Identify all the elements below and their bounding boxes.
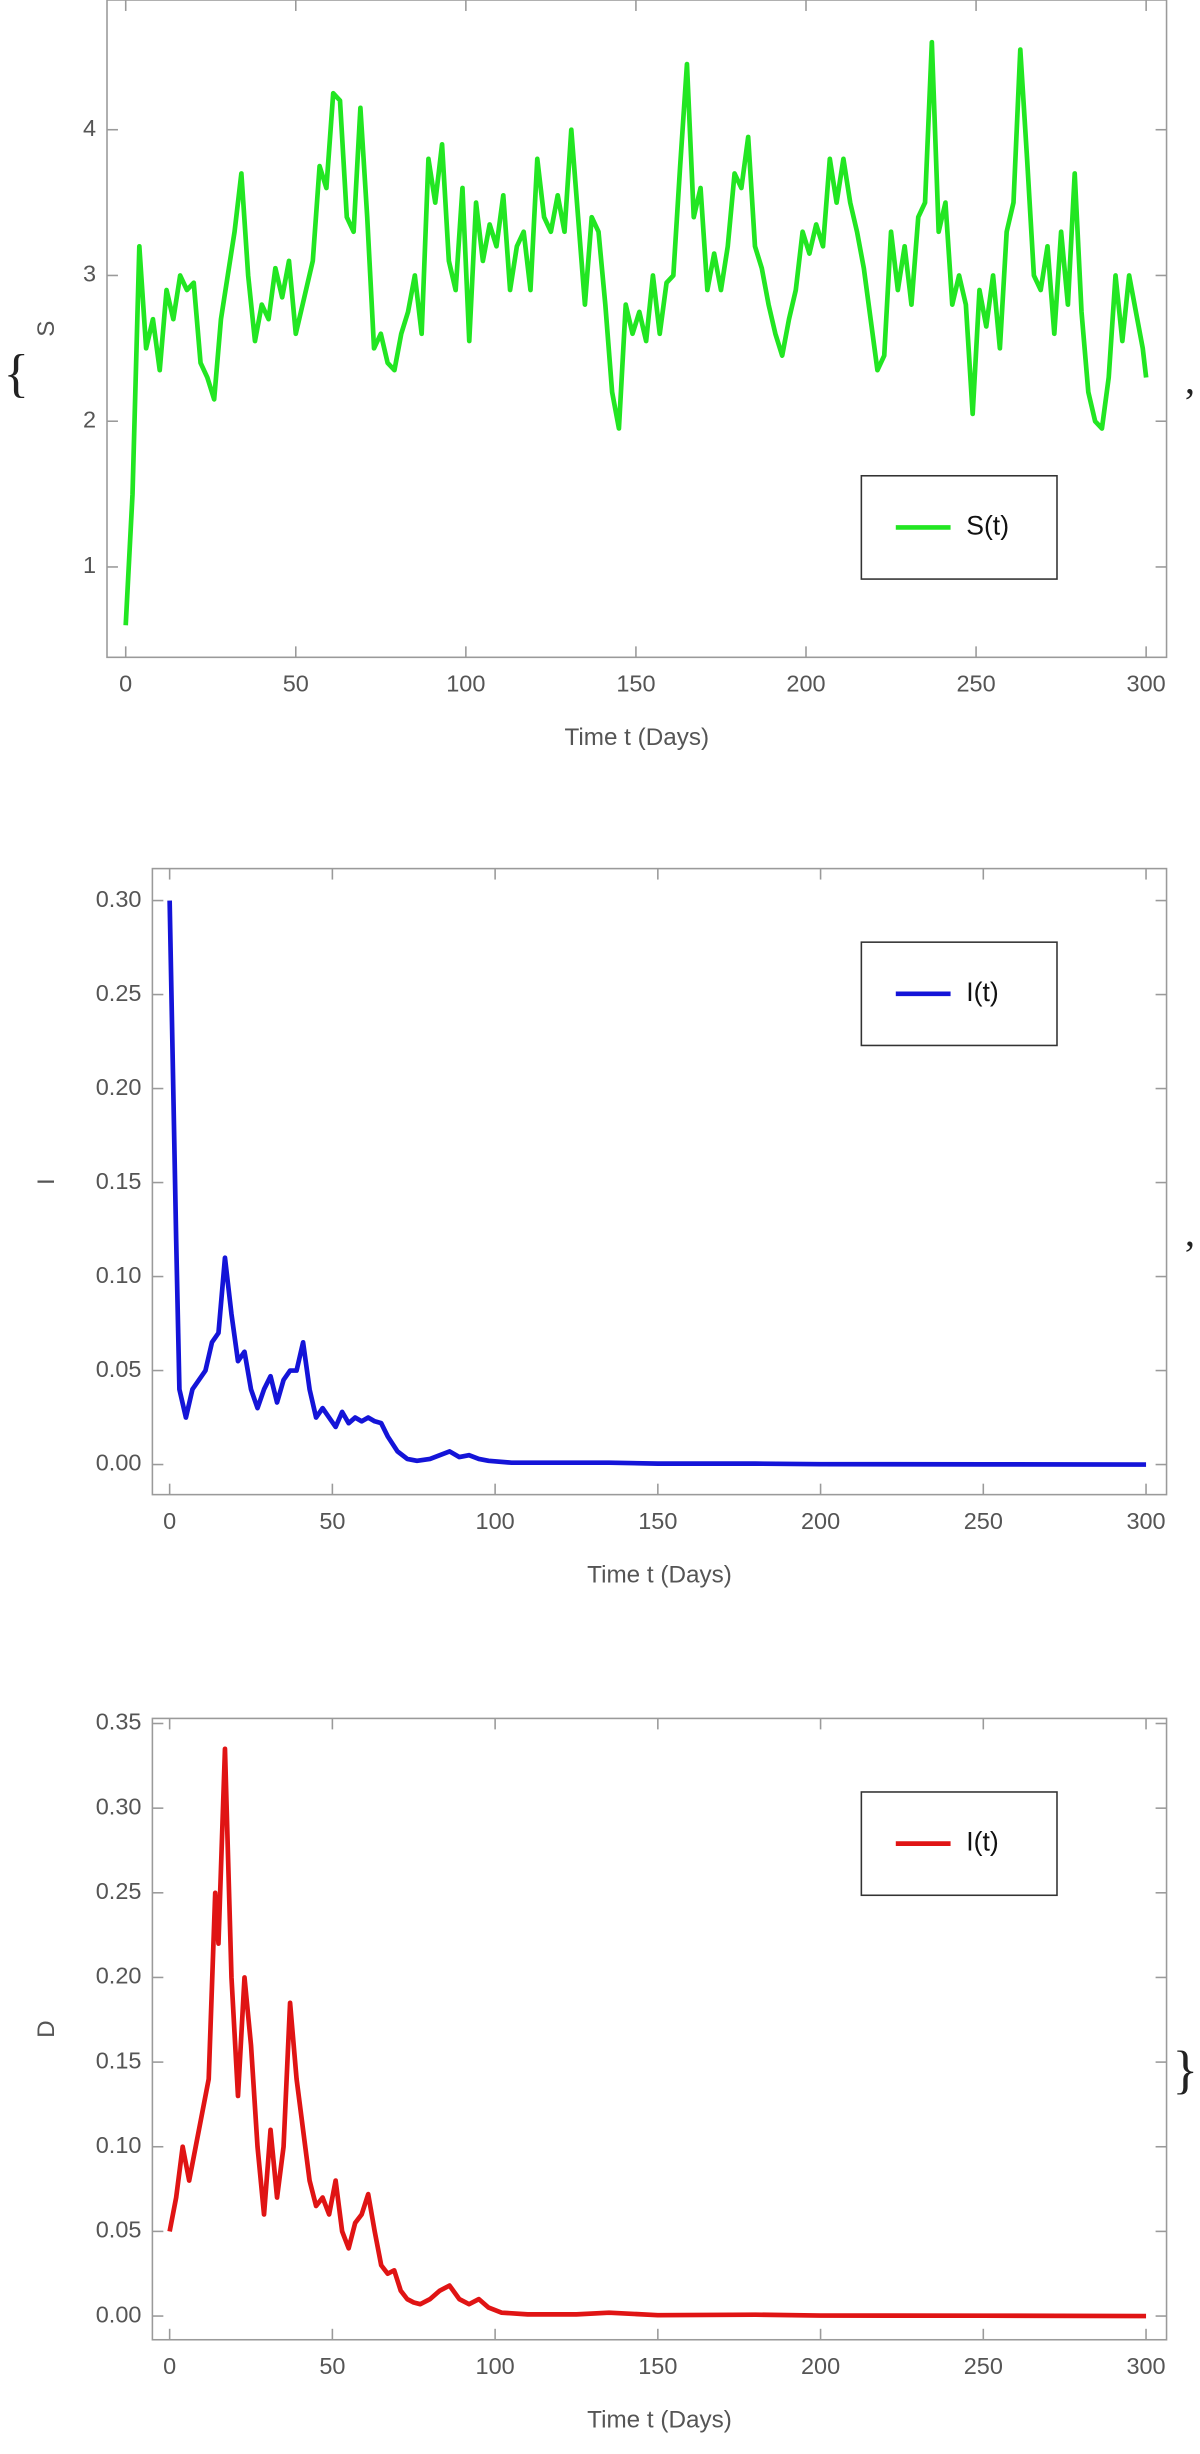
- y-tick-label: 0.10: [96, 1262, 142, 1288]
- y-tick-label: 0.30: [96, 886, 142, 912]
- y-tick-label: 0.15: [96, 2047, 142, 2073]
- x-tick-label: 250: [956, 671, 995, 697]
- y-tick-label: 0.25: [96, 1878, 142, 1904]
- y-axis-label: D: [33, 2020, 60, 2038]
- y-axis-label: S: [33, 321, 60, 337]
- brace-open: {: [3, 344, 29, 403]
- y-tick-label: 0.35: [96, 1709, 142, 1735]
- data-line: [167, 900, 1147, 1467]
- y-tick-label: 0.05: [96, 1356, 142, 1382]
- x-tick-label: 250: [964, 2353, 1003, 2379]
- y-tick-label: 0.00: [96, 2301, 142, 2327]
- x-tick-label: 100: [476, 2353, 515, 2379]
- y-tick-label: 4: [83, 115, 96, 141]
- y-tick-label: 0.10: [96, 2132, 142, 2158]
- x-tick-label: 200: [786, 671, 825, 697]
- x-tick-label: 50: [319, 1508, 345, 1534]
- plot-frame: [151, 867, 1168, 1496]
- x-tick-label: 150: [638, 2353, 677, 2379]
- y-tick-label: 0.20: [96, 1963, 142, 1989]
- x-tick-label: 300: [1127, 671, 1166, 697]
- x-tick-label: 50: [283, 671, 309, 697]
- y-tick-label: 0.25: [96, 980, 142, 1006]
- legend-box: [860, 1791, 1058, 1897]
- y-tick-label: 0.30: [96, 1793, 142, 1819]
- separator: ,: [1185, 357, 1195, 402]
- y-tick-label: 1: [83, 552, 96, 578]
- plot-frame: [151, 1717, 1168, 2341]
- y-axis-label: I: [33, 1178, 60, 1185]
- y-tick-label: 0.20: [96, 1074, 142, 1100]
- x-axis-label: Time t (Days): [587, 1561, 732, 1588]
- x-tick-label: 0: [163, 1508, 176, 1534]
- separator: ,: [1185, 1210, 1195, 1255]
- plot-frame: [106, 0, 1168, 659]
- x-tick-label: 150: [638, 1508, 677, 1534]
- x-tick-label: 250: [964, 1508, 1003, 1534]
- legend-label: S(t): [966, 510, 1009, 540]
- y-tick-label: 0.00: [96, 1450, 142, 1476]
- x-tick-label: 50: [319, 2353, 345, 2379]
- x-tick-label: 200: [801, 1508, 840, 1534]
- x-tick-label: 150: [616, 671, 655, 697]
- legend-label: I(t): [966, 1827, 999, 1857]
- x-tick-label: 300: [1126, 1508, 1165, 1534]
- x-axis-label: Time t (Days): [587, 2407, 732, 2434]
- x-tick-label: 0: [163, 2353, 176, 2379]
- y-tick-label: 0.15: [96, 1168, 142, 1194]
- x-tick-label: 100: [446, 671, 485, 697]
- x-tick-label: 200: [801, 2353, 840, 2379]
- x-tick-label: 100: [476, 1508, 515, 1534]
- x-axis-label: Time t (Days): [564, 724, 709, 751]
- x-tick-label: 0: [119, 671, 132, 697]
- legend-box: [860, 474, 1058, 580]
- data-line: [123, 39, 1149, 626]
- x-tick-label: 300: [1126, 2353, 1165, 2379]
- y-tick-label: 0.05: [96, 2217, 142, 2243]
- brace-close: }: [1173, 2040, 1199, 2099]
- legend-box: [860, 941, 1058, 1047]
- legend-label: I(t): [966, 977, 999, 1007]
- y-tick-label: 3: [83, 261, 96, 287]
- data-line: [167, 1746, 1147, 2319]
- y-tick-label: 2: [83, 406, 96, 432]
